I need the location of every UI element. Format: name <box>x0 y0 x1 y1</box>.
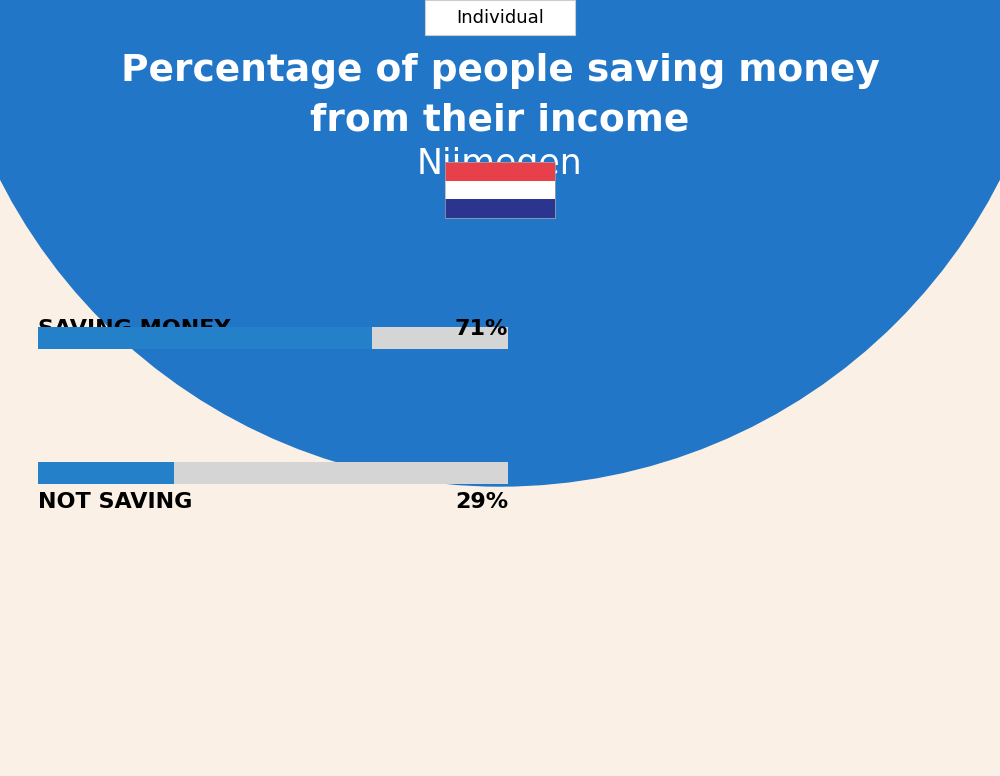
Text: 71%: 71% <box>455 319 508 339</box>
Text: 29%: 29% <box>455 492 508 512</box>
Text: SAVING MONEY: SAVING MONEY <box>38 319 230 339</box>
Text: NOT SAVING: NOT SAVING <box>38 492 192 512</box>
Bar <box>445 162 555 181</box>
Bar <box>38 462 174 484</box>
Text: Individual: Individual <box>456 9 544 27</box>
Bar <box>38 327 508 349</box>
Text: Nijmegen: Nijmegen <box>417 147 583 181</box>
Bar <box>445 162 555 218</box>
Bar <box>445 181 555 199</box>
Text: Percentage of people saving money: Percentage of people saving money <box>121 53 879 89</box>
FancyBboxPatch shape <box>425 1 575 36</box>
Text: from their income: from their income <box>310 103 690 139</box>
Circle shape <box>0 0 1000 486</box>
Bar <box>38 327 372 349</box>
Bar <box>445 199 555 218</box>
Bar <box>38 462 508 484</box>
